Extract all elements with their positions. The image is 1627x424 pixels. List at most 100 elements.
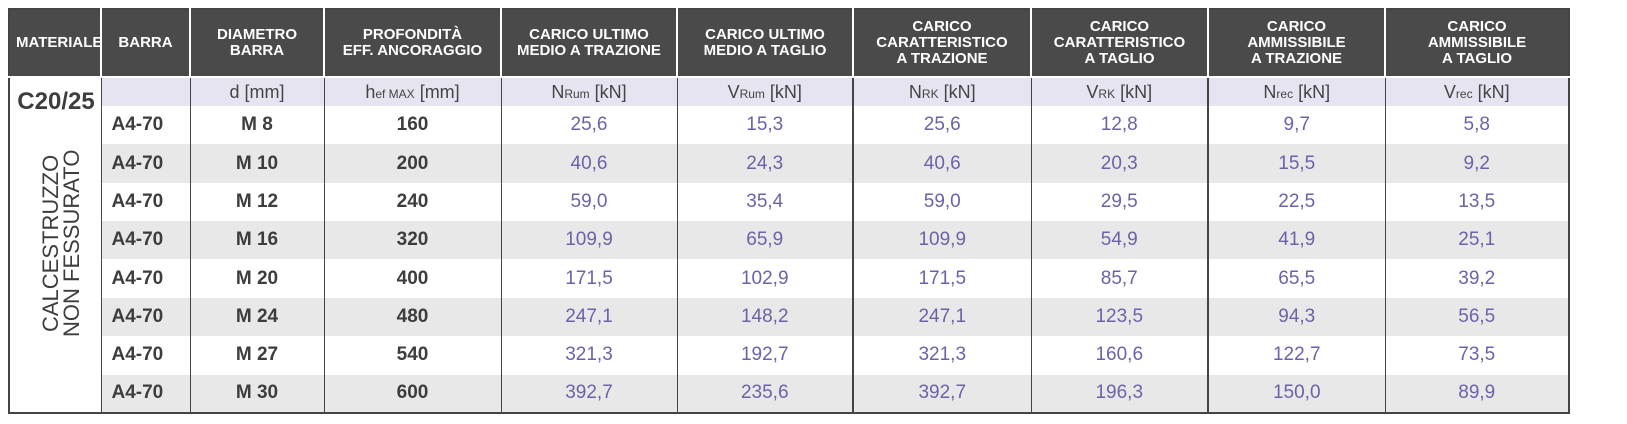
header-carico-caratteristico-trazione: CARICO CARATTERISTICO A TRAZIONE xyxy=(852,9,1031,77)
cell-diametro: M 24 xyxy=(189,297,324,337)
cell-vrec: 5,8 xyxy=(1384,106,1569,145)
cell-nrk: 59,0 xyxy=(852,182,1031,222)
cell-profondita: 160 xyxy=(323,106,501,145)
cell-vrum: 65,9 xyxy=(676,221,853,260)
cell-nrk: 171,5 xyxy=(852,259,1031,298)
table-row: A4-70 M 24 480 247,1 148,2 247,1 123,5 94,3 56,5 xyxy=(9,297,1569,337)
cell-profondita: 320 xyxy=(323,221,501,260)
cell-barra: A4-70 xyxy=(100,336,190,375)
cell-vrum: 192,7 xyxy=(676,336,853,375)
cell-vrk: 20,3 xyxy=(1030,144,1208,183)
header-carico-ultimo-trazione: CARICO ULTIMO MEDIO A TRAZIONE xyxy=(500,9,677,77)
cell-nrum: 321,3 xyxy=(500,336,677,375)
cell-diametro: M 16 xyxy=(189,221,324,260)
table-row: A4-70 M 16 320 109,9 65,9 109,9 54,9 41,9 25,1 xyxy=(9,221,1569,260)
cell-nrk: 40,6 xyxy=(852,144,1031,183)
table-row: A4-70 M 27 540 321,3 192,7 321,3 160,6 122,7 73,… xyxy=(9,336,1569,375)
cell-profondita: 400 xyxy=(323,259,501,298)
unit-nrec: Nrec [kN] xyxy=(1207,75,1385,107)
table-row: A4-70 M 20 400 171,5 102,9 171,5 85,7 65,5 39,2 xyxy=(9,259,1569,298)
cell-diametro: M 27 xyxy=(189,336,324,375)
unit-vrec: Vrec [kN] xyxy=(1384,75,1569,107)
cell-vrk: 54,9 xyxy=(1030,221,1208,260)
cell-nrec: 94,3 xyxy=(1207,297,1385,337)
header-carico-ammissibile-trazione: CARICO AMMISSIBILE A TRAZIONE xyxy=(1207,9,1385,77)
table-row: A4-70 M 30 600 392,7 235,6 392,7 196,3 150,0 89,… xyxy=(9,374,1569,413)
cell-nrum: 171,5 xyxy=(500,259,677,298)
cell-barra: A4-70 xyxy=(100,374,190,413)
cell-diametro: M 30 xyxy=(189,374,324,413)
unit-hef: hef MAX [mm] xyxy=(323,75,501,107)
units-row: C20/25 CALCESTRUZZO NON FESSURATO d [mm]… xyxy=(9,75,1569,413)
cell-nrk: 109,9 xyxy=(852,221,1031,260)
table-row: A4-70 M 8 160 25,6 15,3 25,6 12,8 9,7 5,8 xyxy=(9,106,1569,145)
cell-barra: A4-70 xyxy=(100,297,190,337)
load-table: MATERIALE BARRA DIAMETRO BARRA PROFONDIT… xyxy=(8,8,1570,414)
cell-nrk: 392,7 xyxy=(852,374,1031,413)
cell-nrum: 392,7 xyxy=(500,374,677,413)
cell-profondita: 240 xyxy=(323,182,501,222)
cell-profondita: 600 xyxy=(323,374,501,413)
cell-vrec: 56,5 xyxy=(1384,297,1569,337)
header-profondita: PROFONDITÀ EFF. ANCORAGGIO xyxy=(323,9,501,77)
unit-barra-blank xyxy=(100,75,190,107)
cell-nrec: 65,5 xyxy=(1207,259,1385,298)
material-type: CALCESTRUZZO NON FESSURATO xyxy=(38,149,84,337)
cell-barra: A4-70 xyxy=(100,106,190,145)
cell-vrec: 13,5 xyxy=(1384,182,1569,222)
cell-vrec: 25,1 xyxy=(1384,221,1569,260)
cell-nrk: 321,3 xyxy=(852,336,1031,375)
cell-nrum: 40,6 xyxy=(500,144,677,183)
cell-vrec: 89,9 xyxy=(1384,374,1569,413)
cell-profondita: 200 xyxy=(323,144,501,183)
cell-nrec: 122,7 xyxy=(1207,336,1385,375)
cell-nrum: 109,9 xyxy=(500,221,677,260)
unit-nrum: NRum [kN] xyxy=(500,75,677,107)
material-cell: C20/25 CALCESTRUZZO NON FESSURATO xyxy=(9,76,101,413)
header-materiale: MATERIALE xyxy=(9,9,102,77)
cell-profondita: 540 xyxy=(323,336,501,375)
cell-diametro: M 12 xyxy=(189,182,324,222)
cell-diametro: M 20 xyxy=(189,259,324,298)
cell-barra: A4-70 xyxy=(100,182,190,222)
header-diametro: DIAMETRO BARRA xyxy=(189,9,324,77)
cell-vrk: 196,3 xyxy=(1030,374,1208,413)
cell-vrk: 123,5 xyxy=(1030,297,1208,337)
cell-vrum: 15,3 xyxy=(676,106,853,145)
cell-profondita: 480 xyxy=(323,297,501,337)
cell-nrec: 150,0 xyxy=(1207,374,1385,413)
unit-vrum: VRum [kN] xyxy=(676,75,853,107)
table-row: A4-70 M 10 200 40,6 24,3 40,6 20,3 15,5 9,2 xyxy=(9,144,1569,183)
header-barra: BARRA xyxy=(100,9,190,77)
cell-vrk: 12,8 xyxy=(1030,106,1208,145)
cell-vrum: 35,4 xyxy=(676,182,853,222)
unit-vrk: VRK [kN] xyxy=(1030,75,1208,107)
cell-nrum: 247,1 xyxy=(500,297,677,337)
material-class: C20/25 xyxy=(17,88,95,115)
table-row: A4-70 M 12 240 59,0 35,4 59,0 29,5 22,5 13,5 xyxy=(9,182,1569,222)
cell-vrec: 39,2 xyxy=(1384,259,1569,298)
header-carico-ammissibile-taglio: CARICO AMMISSIBILE A TAGLIO xyxy=(1384,9,1569,77)
cell-diametro: M 8 xyxy=(189,106,324,145)
cell-vrk: 160,6 xyxy=(1030,336,1208,375)
cell-vrec: 9,2 xyxy=(1384,144,1569,183)
cell-diametro: M 10 xyxy=(189,144,324,183)
cell-nrec: 22,5 xyxy=(1207,182,1385,222)
cell-barra: A4-70 xyxy=(100,221,190,260)
cell-nrum: 25,6 xyxy=(500,106,677,145)
header-carico-caratteristico-taglio: CARICO CARATTERISTICO A TAGLIO xyxy=(1030,9,1208,77)
cell-vrum: 102,9 xyxy=(676,259,853,298)
cell-vrum: 235,6 xyxy=(676,374,853,413)
cell-nrum: 59,0 xyxy=(500,182,677,222)
cell-nrk: 247,1 xyxy=(852,297,1031,337)
header-carico-ultimo-taglio: CARICO ULTIMO MEDIO A TAGLIO xyxy=(676,9,853,77)
cell-vrk: 29,5 xyxy=(1030,182,1208,222)
cell-vrum: 148,2 xyxy=(676,297,853,337)
cell-barra: A4-70 xyxy=(100,259,190,298)
unit-nrk: NRK [kN] xyxy=(852,75,1031,107)
cell-vrk: 85,7 xyxy=(1030,259,1208,298)
header-row: MATERIALE BARRA DIAMETRO BARRA PROFONDIT… xyxy=(9,9,1569,77)
unit-d: d [mm] xyxy=(189,75,324,107)
cell-vrum: 24,3 xyxy=(676,144,853,183)
cell-barra: A4-70 xyxy=(100,144,190,183)
